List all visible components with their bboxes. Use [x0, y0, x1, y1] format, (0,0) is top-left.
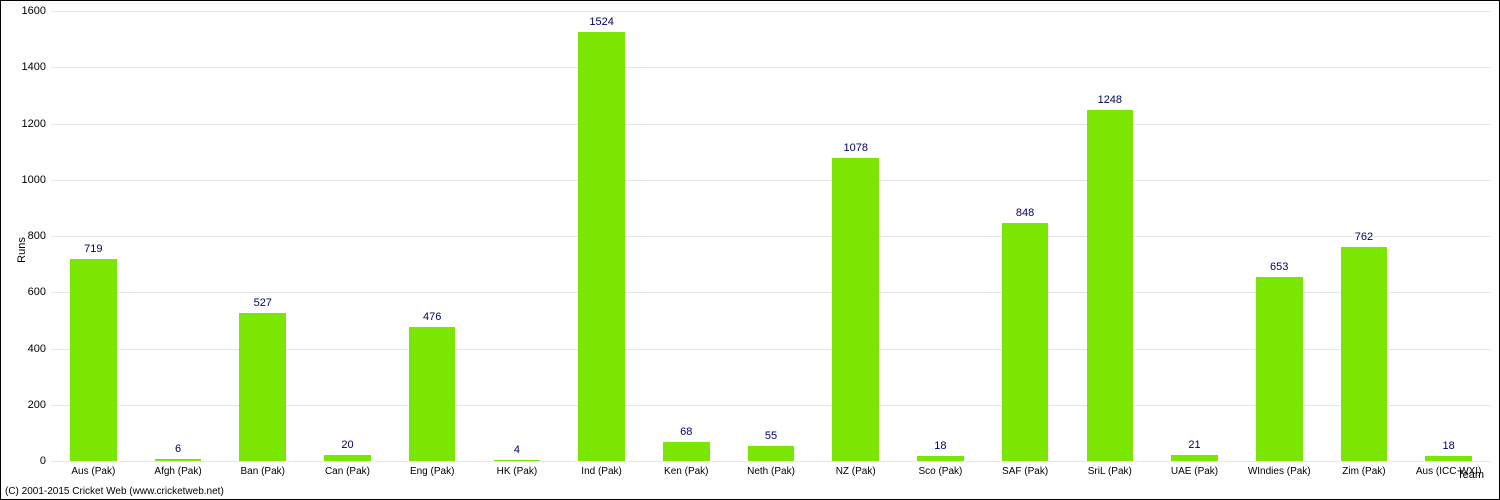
plot-area: 02004006008001000120014001600719Aus (Pak…	[51, 11, 1491, 461]
x-tick-label: Sco (Pak)	[918, 466, 962, 477]
bar	[239, 313, 286, 461]
bar	[663, 442, 710, 461]
bar	[1002, 223, 1049, 462]
bar	[917, 456, 964, 461]
x-tick-label: SriL (Pak)	[1088, 466, 1132, 477]
bar-value-label: 719	[84, 243, 102, 255]
bar-value-label: 4	[514, 444, 520, 456]
copyright-text: (C) 2001-2015 Cricket Web (www.cricketwe…	[5, 486, 224, 497]
x-tick-label: Can (Pak)	[325, 466, 370, 477]
y-tick-label: 1400	[16, 61, 46, 73]
bar-value-label: 20	[341, 439, 353, 451]
gridline	[51, 67, 1491, 68]
bar-value-label: 527	[254, 297, 272, 309]
x-tick-label: NZ (Pak)	[836, 466, 876, 477]
x-tick-label: Ban (Pak)	[241, 466, 285, 477]
bar-value-label: 1524	[589, 16, 613, 28]
y-tick-label: 800	[16, 230, 46, 242]
bar-value-label: 55	[765, 430, 777, 442]
gridline	[51, 124, 1491, 125]
bar-value-label: 848	[1016, 207, 1034, 219]
bar-value-label: 21	[1188, 439, 1200, 451]
x-tick-label: Afgh (Pak)	[154, 466, 201, 477]
x-tick-label: SAF (Pak)	[1002, 466, 1048, 477]
bar	[409, 327, 456, 461]
bar-value-label: 653	[1270, 261, 1288, 273]
x-tick-label: Neth (Pak)	[747, 466, 795, 477]
bar	[324, 455, 371, 461]
y-tick-label: 0	[16, 455, 46, 467]
bar-value-label: 762	[1355, 231, 1373, 243]
x-tick-label: WIndies (Pak)	[1248, 466, 1311, 477]
bar	[578, 32, 625, 461]
bar-value-label: 476	[423, 311, 441, 323]
bar	[832, 158, 879, 461]
y-tick-label: 1200	[16, 118, 46, 130]
x-tick-label: Eng (Pak)	[410, 466, 454, 477]
gridline	[51, 11, 1491, 12]
x-tick-label: Ken (Pak)	[664, 466, 708, 477]
y-tick-label: 400	[16, 343, 46, 355]
bar	[1425, 456, 1472, 461]
y-tick-label: 600	[16, 286, 46, 298]
bar	[1171, 455, 1218, 461]
bar-value-label: 1078	[843, 142, 867, 154]
bar	[155, 459, 202, 461]
bar	[70, 259, 117, 461]
bar	[1256, 277, 1303, 461]
x-tick-label: HK (Pak)	[497, 466, 538, 477]
bar-value-label: 18	[934, 440, 946, 452]
bar-value-label: 6	[175, 443, 181, 455]
gridline	[51, 236, 1491, 237]
bar-value-label: 18	[1443, 440, 1455, 452]
x-tick-label: Ind (Pak)	[581, 466, 622, 477]
x-tick-label: Zim (Pak)	[1342, 466, 1385, 477]
bar-value-label: 68	[680, 426, 692, 438]
bar-value-label: 1248	[1098, 94, 1122, 106]
x-tick-label: UAE (Pak)	[1171, 466, 1218, 477]
y-tick-label: 200	[16, 399, 46, 411]
chart-container: Runs Team 020040060080010001200140016007…	[0, 0, 1500, 500]
gridline	[51, 180, 1491, 181]
bar	[748, 446, 795, 461]
bar	[1087, 110, 1134, 461]
x-tick-label: Aus (Pak)	[71, 466, 115, 477]
bar	[1341, 247, 1388, 461]
bar	[494, 460, 541, 461]
gridline	[51, 461, 1491, 462]
x-tick-label: Aus (ICC WXI)	[1416, 466, 1482, 477]
y-tick-label: 1000	[16, 174, 46, 186]
y-tick-label: 1600	[16, 5, 46, 17]
